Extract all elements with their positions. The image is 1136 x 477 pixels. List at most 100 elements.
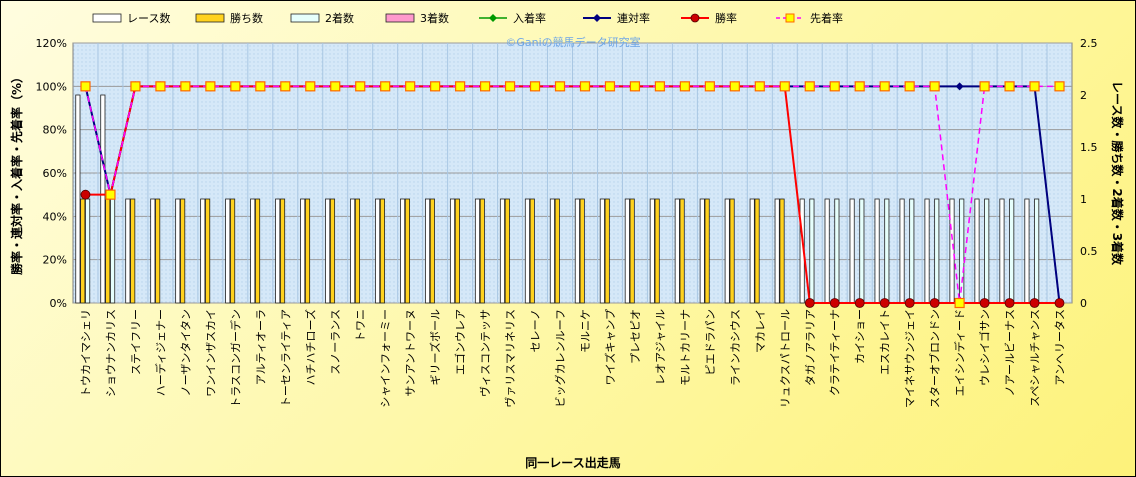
x-category-label: スペシャルチャンス: [1029, 309, 1042, 407]
bar: [604, 198, 610, 304]
bar: [250, 198, 256, 304]
data-point-marker: [105, 189, 116, 200]
data-point-marker: [754, 81, 765, 92]
data-point-marker: [654, 81, 666, 92]
x-category-label: タガノアラリア: [804, 309, 817, 386]
legend-label: レース数: [127, 12, 170, 25]
data-point-marker: [1054, 298, 1065, 308]
x-category-label: モルニケ: [579, 309, 592, 353]
y-axis-left-ticks: 0% 20% 40% 60% 80% 100% 120%: [36, 37, 67, 310]
bar: [304, 198, 311, 304]
bar: [809, 198, 815, 304]
x-axis-title: 同一レース出走馬: [525, 455, 620, 470]
data-point-marker: [954, 297, 965, 309]
bar: [579, 198, 585, 304]
bar: [949, 198, 955, 304]
bar: [754, 198, 760, 304]
bar: [679, 198, 685, 304]
data-point-marker: [804, 298, 815, 308]
data-point-marker: [955, 82, 964, 91]
bar: [884, 198, 890, 304]
series-line: [84, 85, 1060, 304]
bar: [155, 198, 161, 304]
y-left-tick-label: 80%: [43, 124, 67, 137]
data-point-marker: [355, 81, 366, 92]
bar: [849, 198, 855, 304]
data-point-marker: [854, 81, 865, 92]
bar: [524, 198, 530, 304]
y-right-tick-label: 0.5: [1080, 245, 1098, 258]
bar: [504, 198, 510, 304]
y-axis-left-title: 勝率・連対率・入着率・先着率（%）: [9, 71, 24, 275]
bar: [779, 198, 785, 304]
x-category-label: レオアジャイル: [654, 309, 667, 385]
data-point-marker: [1054, 81, 1065, 92]
x-category-label: スターオブロンドン: [928, 309, 942, 408]
legend-marker: [593, 14, 601, 22]
x-category-label: アルティオーラ: [254, 309, 267, 385]
bar: [699, 198, 705, 304]
bar: [230, 198, 236, 304]
bar: [974, 198, 980, 304]
bar: [375, 198, 381, 304]
x-category-label: エイシンディード: [953, 309, 967, 396]
x-category-label: トーセンライティア: [279, 309, 292, 407]
data-point-marker: [929, 81, 940, 92]
data-point-marker: [929, 298, 940, 308]
bar: [774, 198, 780, 304]
bar: [934, 198, 940, 304]
bar: [554, 198, 560, 304]
bar: [100, 94, 106, 304]
bar: [654, 198, 660, 304]
x-category-label: マイネサウンジェイ: [904, 309, 917, 408]
bar: [110, 198, 116, 304]
watermark-text: ©Ganiの競馬データ研究室: [505, 35, 640, 49]
data-point-marker: [554, 81, 566, 92]
bar: [984, 198, 990, 304]
x-category-label: ウレシイゴサン: [978, 309, 992, 386]
data-point-marker: [779, 81, 790, 92]
legend-label: 連対率: [617, 11, 650, 25]
bar: [874, 198, 880, 304]
x-category-label: ラインカシウス: [729, 309, 742, 386]
bar: [674, 198, 680, 304]
data-point-marker: [280, 81, 291, 92]
markers-layer: [80, 81, 1065, 309]
y-right-tick-label: 0: [1080, 297, 1087, 310]
x-category-label: サンアントワーヌ: [404, 309, 417, 397]
data-point-marker: [904, 298, 915, 308]
bar: [400, 198, 406, 304]
bar: [749, 198, 755, 304]
legend-label: 勝ち数: [230, 11, 263, 25]
x-category-label: カイショー: [854, 309, 867, 364]
bar: [529, 198, 535, 304]
bar: [574, 198, 580, 304]
x-category-label: ワンインザスカイ: [204, 309, 217, 397]
data-point-marker: [579, 81, 591, 92]
data-point-marker: [1029, 81, 1040, 92]
data-point-marker: [879, 298, 890, 308]
bar: [80, 198, 86, 304]
bar: [624, 198, 630, 304]
legend-label: 3着数: [420, 11, 449, 25]
bar: [200, 198, 206, 304]
data-point-marker: [80, 81, 91, 92]
data-point-marker: [504, 81, 516, 92]
bar: [729, 198, 735, 304]
bar: [724, 198, 730, 304]
data-point-marker: [679, 81, 690, 92]
data-point-marker: [180, 81, 191, 92]
bar: [499, 198, 505, 304]
data-point-marker: [255, 81, 266, 92]
y-right-tick-label: 1.5: [1080, 141, 1098, 154]
bar: [225, 198, 231, 304]
bar: [180, 198, 186, 304]
x-category-label: ステイフリー: [129, 309, 142, 375]
y-left-tick-label: 60%: [43, 167, 67, 180]
legend-swatch: [195, 13, 225, 23]
bar: [474, 198, 481, 304]
x-category-label: プレセピオ: [629, 309, 642, 364]
data-point-marker: [1029, 298, 1040, 308]
bar: [175, 198, 181, 304]
